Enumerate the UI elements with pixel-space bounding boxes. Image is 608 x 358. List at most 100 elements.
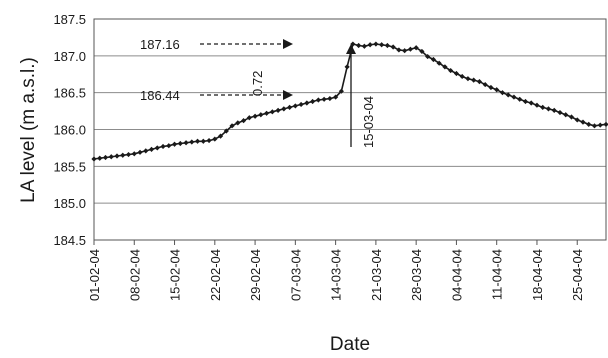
data-point <box>367 42 373 48</box>
data-point <box>384 42 390 49</box>
data-point <box>321 96 327 102</box>
data-point <box>344 64 350 70</box>
data-point <box>545 106 552 112</box>
data-point <box>551 107 557 113</box>
data-point <box>603 121 608 127</box>
data-point <box>310 98 316 105</box>
data-point <box>327 95 333 102</box>
data-point <box>217 133 224 139</box>
x-tick-label: 21-03-04 <box>369 249 384 301</box>
data-point <box>315 97 321 103</box>
data-point <box>494 87 500 93</box>
x-tick-label: 22-02-04 <box>208 249 223 301</box>
data-point <box>407 46 414 52</box>
data-point <box>356 42 362 49</box>
data-point <box>442 64 448 70</box>
y-tick-labels: 184.5 185.0 185.5 186.0 186.5 187.0 187.5 <box>53 12 86 248</box>
x-tick-label: 28-03-04 <box>409 249 424 301</box>
data-point <box>212 136 218 142</box>
data-point <box>453 70 460 77</box>
data-point <box>114 153 120 159</box>
data-point <box>194 138 201 144</box>
data-point <box>269 109 275 115</box>
annotation-peak-arrowhead <box>283 39 293 49</box>
annotation-rise-value: 0.72 <box>250 71 265 96</box>
data-point <box>580 119 586 125</box>
data-point <box>252 113 258 119</box>
data-point <box>258 112 264 118</box>
data-point <box>482 81 488 88</box>
data-point <box>396 47 402 53</box>
data-point <box>148 146 155 152</box>
y-tick-label: 184.5 <box>53 233 86 248</box>
data-point <box>223 128 229 134</box>
x-tick-label: 08-02-04 <box>127 249 142 301</box>
y-tick-label: 187.5 <box>53 12 86 27</box>
data-point <box>131 151 137 157</box>
data-point <box>568 114 575 120</box>
y-tick-label: 186.5 <box>53 86 86 101</box>
y-tick-label: 186.0 <box>53 123 86 138</box>
x-tick-label: 29-02-04 <box>248 249 263 301</box>
data-point <box>298 101 304 108</box>
plot-area-frame <box>93 18 607 241</box>
data-point <box>154 145 160 151</box>
data-point <box>419 48 425 55</box>
data-point <box>120 152 126 158</box>
data-point <box>292 103 298 109</box>
data-point <box>597 122 603 128</box>
data-point <box>177 140 183 147</box>
annotation-date-arrowhead <box>346 44 356 54</box>
annotation-peak-value: 187.16 <box>140 37 180 52</box>
data-point <box>281 106 287 112</box>
annotation-prepeak-arrowhead <box>283 90 293 100</box>
annotation-date-label: 15-03-04 <box>361 96 376 148</box>
data-point <box>108 154 114 160</box>
data-point <box>505 92 511 98</box>
annotation-layer: 187.16 186.44 0.72 15-03-04 <box>140 37 376 148</box>
data-point <box>97 155 103 161</box>
data-point <box>591 123 598 129</box>
series-line-layer <box>91 41 608 162</box>
data-point <box>522 98 529 105</box>
x-tick-label: 14-03-04 <box>329 249 344 301</box>
y-axis-title: LA level (m a.s.l.) <box>18 57 39 203</box>
data-point <box>517 96 523 102</box>
data-point <box>488 84 494 91</box>
data-point <box>499 90 506 96</box>
data-point <box>425 53 431 60</box>
x-axis-title: Date <box>330 334 370 355</box>
data-point <box>333 94 339 100</box>
data-point <box>430 56 437 63</box>
data-point <box>361 43 367 49</box>
x-tick-label: 11-04-04 <box>490 249 505 300</box>
data-point <box>143 148 149 154</box>
data-point <box>465 76 471 82</box>
data-point <box>263 110 270 116</box>
data-point <box>166 143 172 149</box>
data-point <box>436 60 442 66</box>
data-point <box>586 121 592 127</box>
data-point <box>338 88 344 94</box>
data-point <box>459 73 465 80</box>
data-point <box>125 151 132 158</box>
data-point <box>563 112 569 118</box>
data-point <box>286 104 293 110</box>
data-point <box>402 48 408 54</box>
data-point <box>206 137 212 144</box>
data-point <box>160 143 166 150</box>
data-point <box>183 140 189 146</box>
x-tick-label: 18-04-04 <box>530 249 545 301</box>
data-point <box>189 139 195 145</box>
x-tick-label: 07-03-04 <box>288 249 303 301</box>
y-tick-label: 185.5 <box>53 159 86 174</box>
data-point <box>471 77 477 83</box>
x-tick-label: 15-02-04 <box>168 249 183 301</box>
y-tick-label: 185.0 <box>53 196 86 211</box>
data-point <box>540 104 546 110</box>
data-point <box>137 149 143 155</box>
data-point <box>304 100 310 106</box>
x-tick-label: 01-02-04 <box>87 249 102 301</box>
data-point <box>235 120 241 126</box>
